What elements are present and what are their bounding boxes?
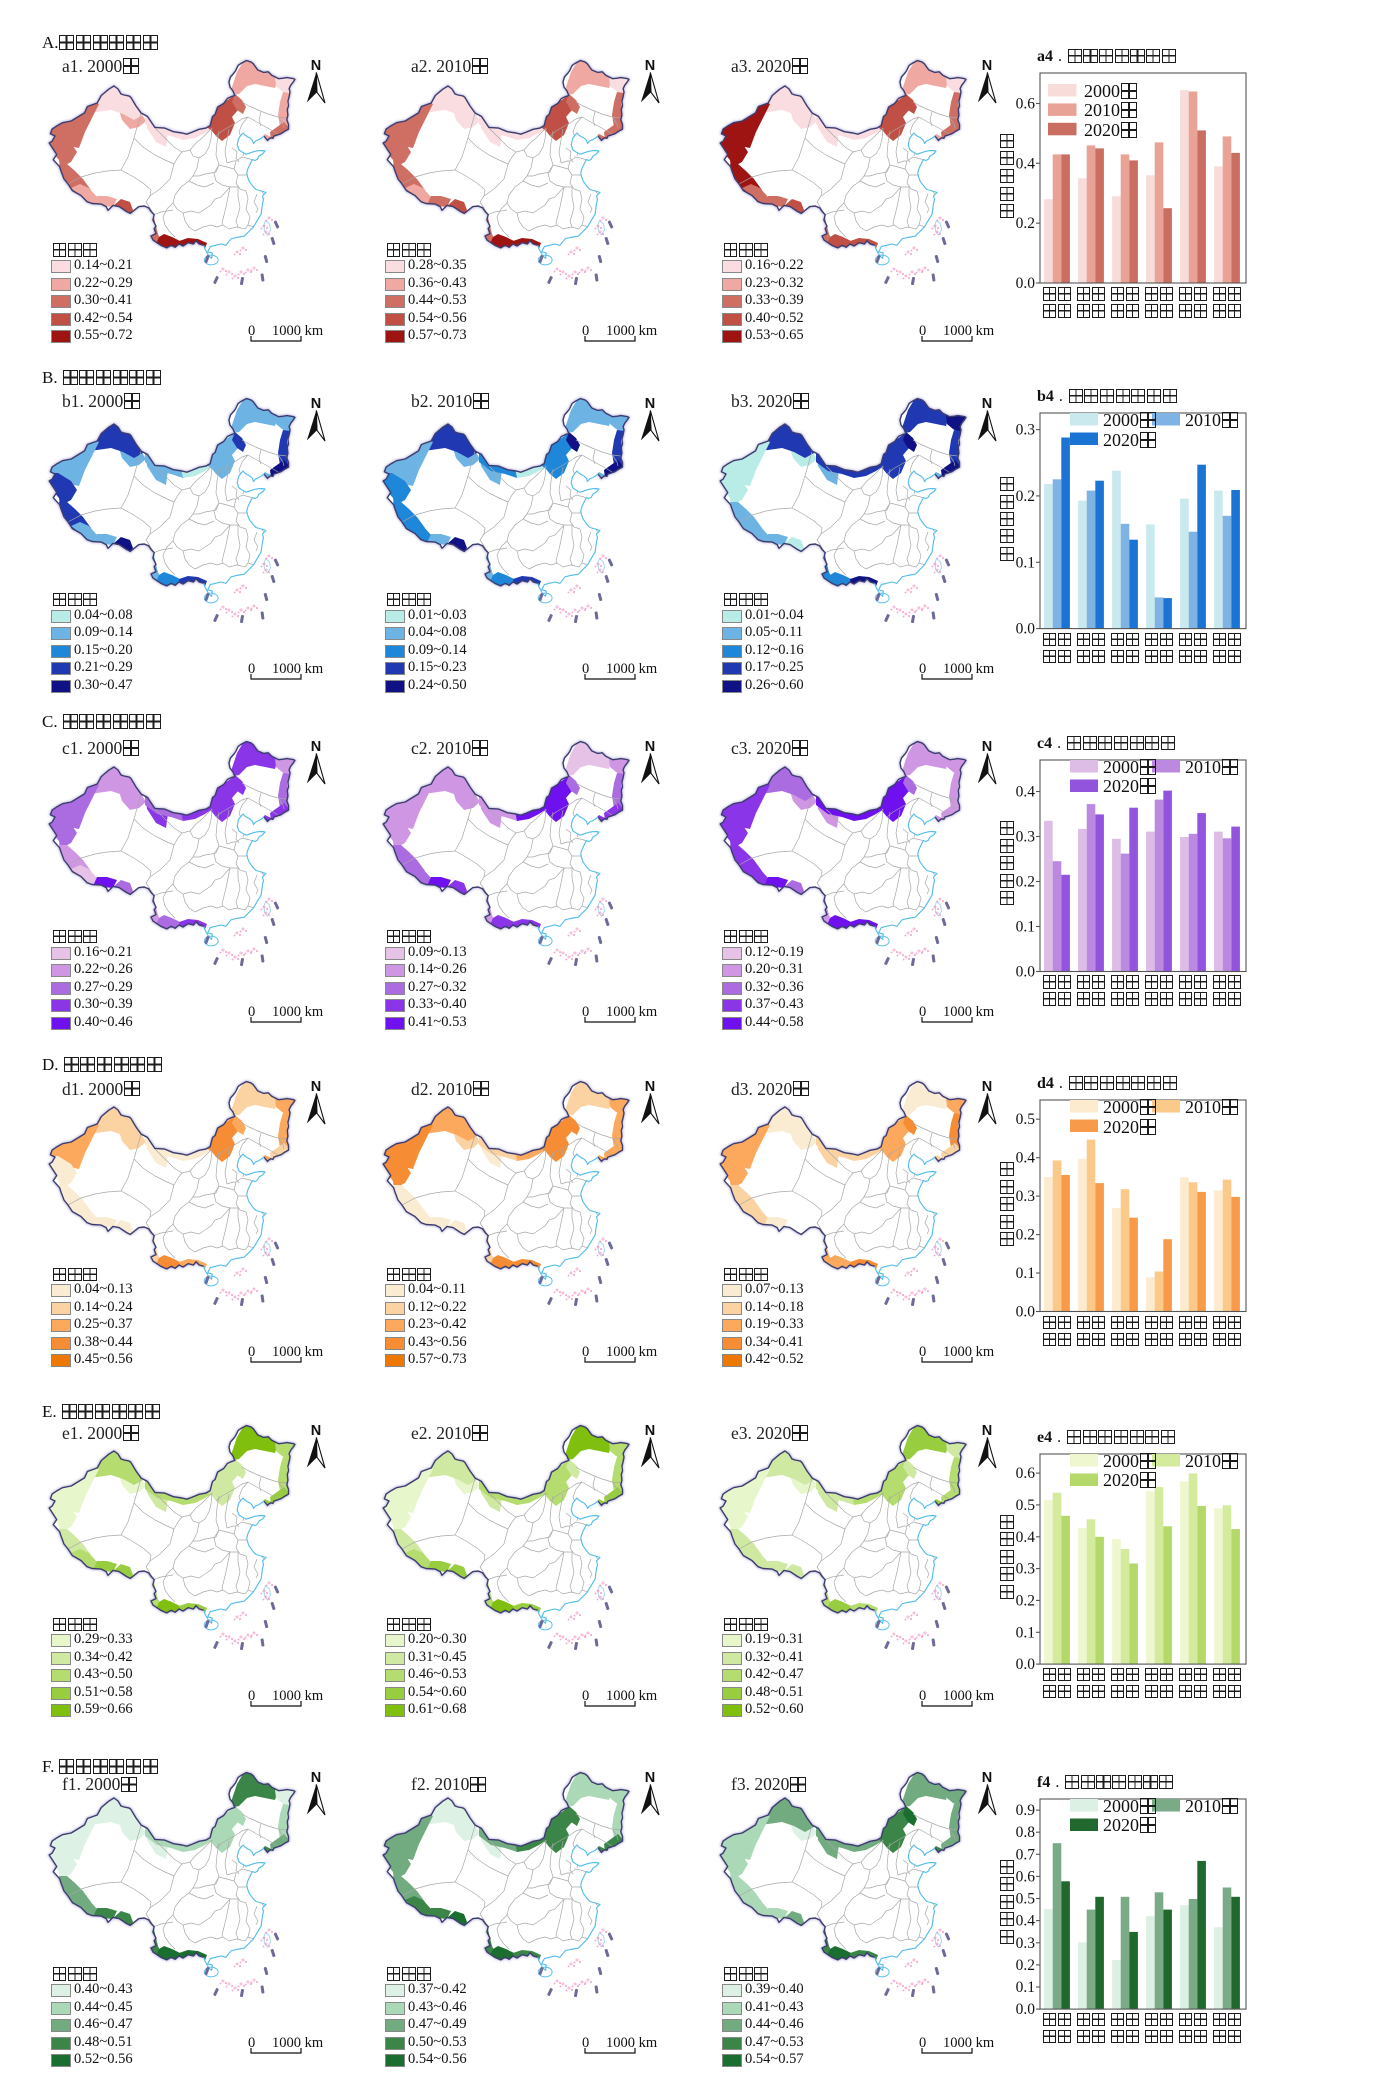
svg-text:0.2: 0.2 [1016, 1227, 1035, 1244]
svg-text:0.7: 0.7 [1016, 1846, 1036, 1863]
svg-text:0.3: 0.3 [1016, 422, 1036, 439]
svg-text:0.2: 0.2 [1016, 488, 1035, 505]
svg-text:0.0: 0.0 [1016, 1304, 1036, 1321]
svg-text:0.5: 0.5 [1016, 1112, 1036, 1129]
svg-text:0.4: 0.4 [1016, 1912, 1036, 1929]
svg-text:0.4: 0.4 [1016, 155, 1036, 172]
svg-text:0.1: 0.1 [1016, 918, 1035, 935]
svg-text:0.1: 0.1 [1016, 1624, 1035, 1641]
svg-text:0.2: 0.2 [1016, 1957, 1035, 1974]
svg-text:0.5: 0.5 [1016, 1890, 1036, 1907]
svg-text:0.8: 0.8 [1016, 1824, 1036, 1841]
svg-text:0.1: 0.1 [1016, 554, 1035, 571]
svg-text:0.4: 0.4 [1016, 1528, 1036, 1545]
svg-text:0.0: 0.0 [1016, 1656, 1036, 1673]
svg-text:0.4: 0.4 [1016, 1150, 1036, 1167]
svg-text:0.1: 0.1 [1016, 1265, 1035, 1282]
svg-text:0.9: 0.9 [1016, 1802, 1036, 1819]
svg-text:0.3: 0.3 [1016, 1188, 1036, 1205]
svg-text:0.3: 0.3 [1016, 1934, 1036, 1951]
svg-text:0.0: 0.0 [1016, 963, 1036, 980]
svg-text:0.2: 0.2 [1016, 873, 1035, 890]
svg-text:0.3: 0.3 [1016, 1560, 1036, 1577]
svg-text:0.0: 0.0 [1016, 275, 1036, 292]
svg-text:0.1: 0.1 [1016, 1979, 1035, 1996]
svg-text:0.0: 0.0 [1016, 621, 1036, 638]
svg-text:0.2: 0.2 [1016, 1592, 1035, 1609]
svg-text:0.0: 0.0 [1016, 2001, 1036, 2018]
svg-text:0.2: 0.2 [1016, 215, 1035, 232]
svg-text:0.6: 0.6 [1016, 1868, 1036, 1885]
svg-text:0.4: 0.4 [1016, 783, 1036, 800]
svg-text:0.5: 0.5 [1016, 1497, 1036, 1514]
svg-text:0.6: 0.6 [1016, 1465, 1036, 1482]
svg-text:0.3: 0.3 [1016, 828, 1036, 845]
svg-text:0.6: 0.6 [1016, 96, 1036, 113]
